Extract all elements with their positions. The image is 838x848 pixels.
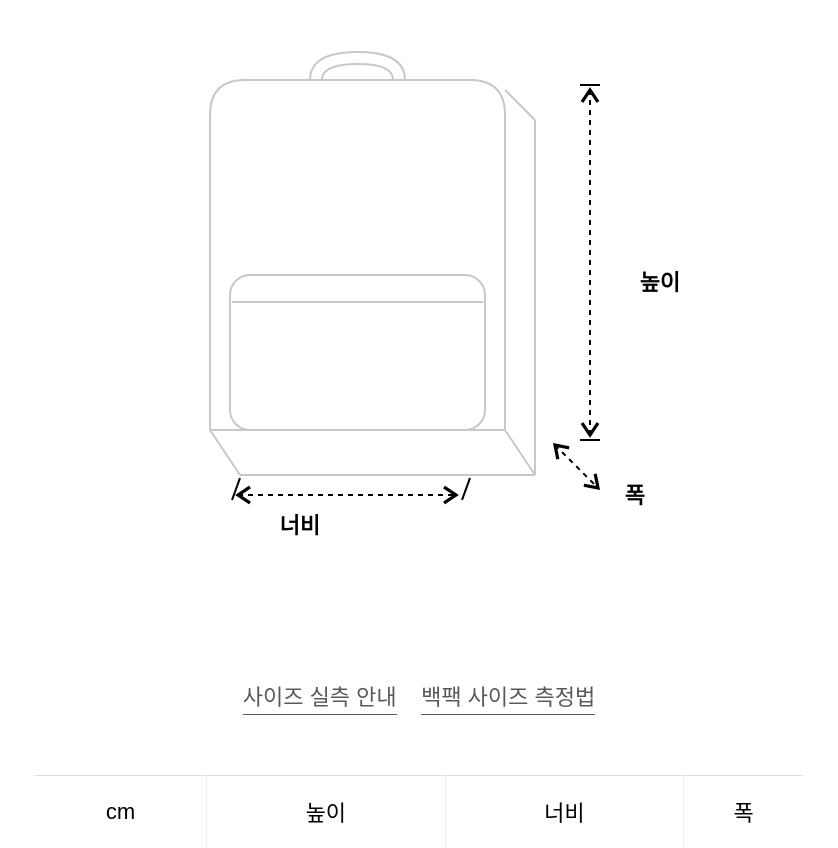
label-depth: 폭 — [625, 478, 645, 510]
dimension-width — [232, 478, 470, 500]
guide-links: 사이즈 실측 안내 백팩 사이즈 측정법 — [0, 680, 838, 715]
backpack-diagram: 높이 너비 폭 — [0, 0, 838, 600]
label-height: 높이 — [640, 265, 680, 297]
label-width: 너비 — [280, 508, 320, 540]
backpack-outline — [210, 52, 535, 475]
dimension-height — [580, 85, 600, 440]
size-table: cm 높이 너비 폭 — [35, 775, 803, 848]
col-width: 너비 — [445, 776, 684, 848]
link-size-guide[interactable]: 사이즈 실측 안내 — [243, 680, 397, 715]
col-unit: cm — [35, 776, 207, 848]
dimension-depth — [555, 445, 598, 488]
col-height: 높이 — [207, 776, 446, 848]
col-depth: 폭 — [684, 776, 803, 848]
table-header-row: cm 높이 너비 폭 — [35, 776, 803, 848]
link-measure-guide[interactable]: 백팩 사이즈 측정법 — [421, 680, 595, 715]
